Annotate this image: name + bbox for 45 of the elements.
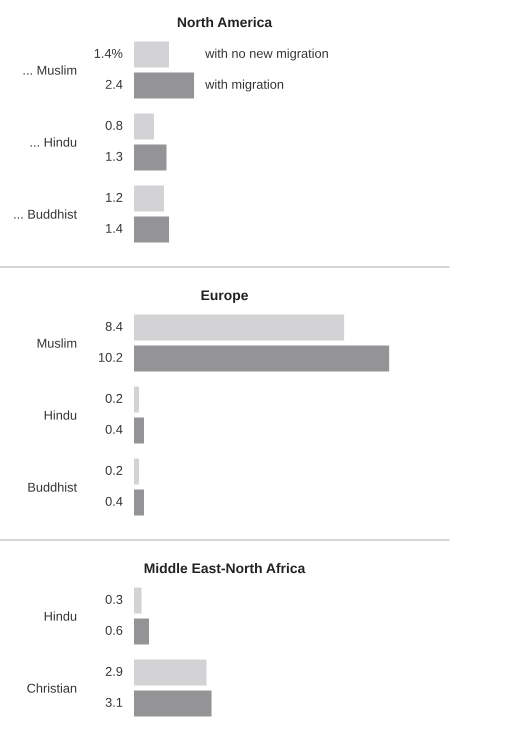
data-label: 0.3	[106, 594, 122, 604]
chart-title: Middle East-North Africa	[144, 562, 306, 574]
bar	[134, 690, 212, 716]
bar	[134, 346, 390, 372]
data-label: 0.4	[106, 424, 123, 434]
data-label: 1.3	[106, 152, 122, 161]
bar	[134, 458, 140, 484]
data-label: 1.4%	[94, 48, 122, 58]
y-tick-label: ... Hindu	[30, 137, 76, 147]
bar	[134, 490, 144, 516]
bar	[134, 72, 194, 98]
data-label: 2.4	[106, 80, 123, 89]
text: North America	[178, 16, 272, 28]
bar	[134, 588, 142, 614]
data-label: 8.4	[106, 322, 123, 331]
data-label: 2.9	[106, 666, 122, 676]
bar	[134, 186, 164, 212]
y-tick-label: ... Buddhist	[14, 209, 77, 219]
y-tick-label: Hindu	[44, 611, 76, 621]
bar	[134, 114, 154, 140]
y-tick-label: ... Muslim	[24, 65, 76, 75]
data-label: 0.2	[106, 394, 122, 403]
chart-title: Europe	[202, 290, 248, 303]
y-tick-label: Hindu	[44, 410, 76, 420]
data-label: 10.2	[98, 352, 122, 362]
data-label: 0.8	[106, 120, 122, 130]
data-label: 0.4	[106, 496, 123, 506]
y-tick-label: Buddhist	[28, 482, 77, 492]
bar	[134, 314, 344, 340]
text: with no new migration	[205, 48, 328, 60]
bar	[134, 42, 170, 68]
data-label: 0.6	[106, 626, 122, 635]
bar	[134, 386, 140, 412]
data-label: 1.2	[106, 192, 122, 202]
bar	[134, 660, 207, 686]
bar	[134, 144, 167, 170]
y-tick-label: Muslim	[38, 338, 76, 348]
bar	[134, 618, 150, 644]
series-label: with migration	[205, 80, 284, 92]
data-label: 3.1	[106, 698, 122, 707]
bar	[134, 216, 170, 242]
data-label: 0.2	[106, 466, 122, 475]
data-label: 1.4	[106, 224, 123, 233]
y-tick-label: Christian	[27, 683, 76, 693]
bar	[134, 418, 144, 444]
